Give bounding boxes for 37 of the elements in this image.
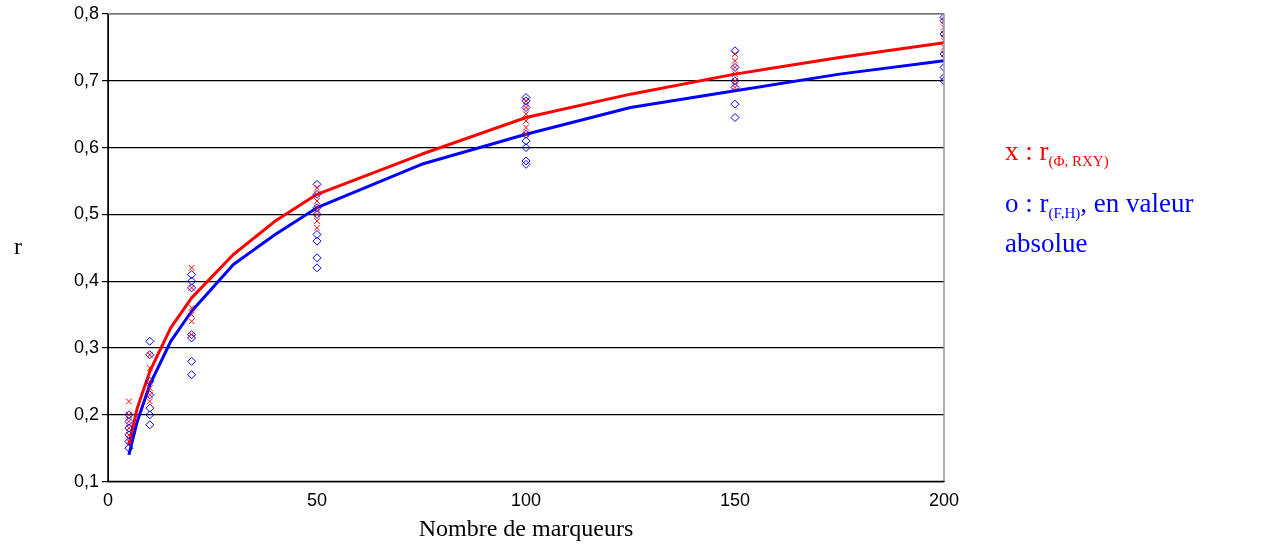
point bbox=[521, 136, 531, 146]
y-tick-label: 0,6 bbox=[73, 136, 99, 157]
point bbox=[187, 276, 197, 286]
x-tick-label: 150 bbox=[719, 490, 751, 511]
point bbox=[521, 143, 531, 153]
point bbox=[187, 370, 197, 380]
point bbox=[730, 99, 740, 109]
point bbox=[145, 420, 155, 430]
y-tick-label: 0,8 bbox=[73, 2, 99, 23]
point bbox=[124, 443, 134, 453]
y-tick-label: 0,2 bbox=[73, 403, 99, 424]
point bbox=[312, 229, 322, 239]
point bbox=[312, 236, 322, 246]
y-axis-title: r bbox=[14, 233, 22, 260]
x-tick-label: 0 bbox=[102, 490, 114, 511]
y-tick-label: 0,7 bbox=[73, 69, 99, 90]
x-tick-label: 50 bbox=[306, 490, 328, 511]
text: o : r$_{(F,H)}$, en valeur absolue bbox=[1005, 188, 1195, 259]
y-tick-label: 0,1 bbox=[73, 470, 99, 491]
point bbox=[146, 364, 154, 372]
y-tick-label: 0,4 bbox=[73, 270, 99, 291]
point bbox=[187, 356, 197, 366]
x-axis-title: Nombre de marqueurs bbox=[418, 514, 634, 541]
point bbox=[312, 263, 322, 273]
point bbox=[125, 398, 133, 405]
point bbox=[145, 403, 155, 413]
x-tick-label: 100 bbox=[510, 490, 542, 511]
point bbox=[187, 270, 197, 280]
x-tick-label: 200 bbox=[928, 490, 960, 511]
point bbox=[145, 410, 155, 420]
y-tick-label: 0,5 bbox=[73, 203, 99, 224]
point bbox=[730, 113, 740, 123]
point bbox=[145, 336, 155, 346]
y-tick-label: 0,3 bbox=[73, 336, 99, 357]
point bbox=[312, 253, 322, 263]
point bbox=[188, 264, 195, 272]
text: x : r$_{(Φ, RXY)}$ bbox=[1005, 136, 1110, 172]
